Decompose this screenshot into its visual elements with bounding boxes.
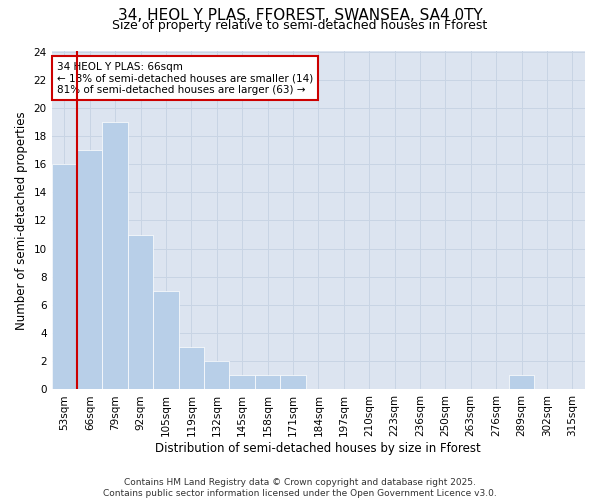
Bar xyxy=(52,164,77,390)
Bar xyxy=(77,150,103,390)
Bar xyxy=(179,347,204,390)
Text: Size of property relative to semi-detached houses in Fforest: Size of property relative to semi-detach… xyxy=(112,19,488,32)
Text: 34 HEOL Y PLAS: 66sqm
← 18% of semi-detached houses are smaller (14)
81% of semi: 34 HEOL Y PLAS: 66sqm ← 18% of semi-deta… xyxy=(57,62,313,95)
Bar xyxy=(509,376,534,390)
Bar xyxy=(255,376,280,390)
Text: 34, HEOL Y PLAS, FFOREST, SWANSEA, SA4 0TY: 34, HEOL Y PLAS, FFOREST, SWANSEA, SA4 0… xyxy=(118,8,482,22)
Bar xyxy=(204,362,229,390)
Bar xyxy=(103,122,128,390)
Bar xyxy=(280,376,305,390)
X-axis label: Distribution of semi-detached houses by size in Fforest: Distribution of semi-detached houses by … xyxy=(155,442,481,455)
Bar xyxy=(153,291,179,390)
Text: Contains HM Land Registry data © Crown copyright and database right 2025.
Contai: Contains HM Land Registry data © Crown c… xyxy=(103,478,497,498)
Bar xyxy=(229,376,255,390)
Bar xyxy=(128,234,153,390)
Y-axis label: Number of semi-detached properties: Number of semi-detached properties xyxy=(15,111,28,330)
